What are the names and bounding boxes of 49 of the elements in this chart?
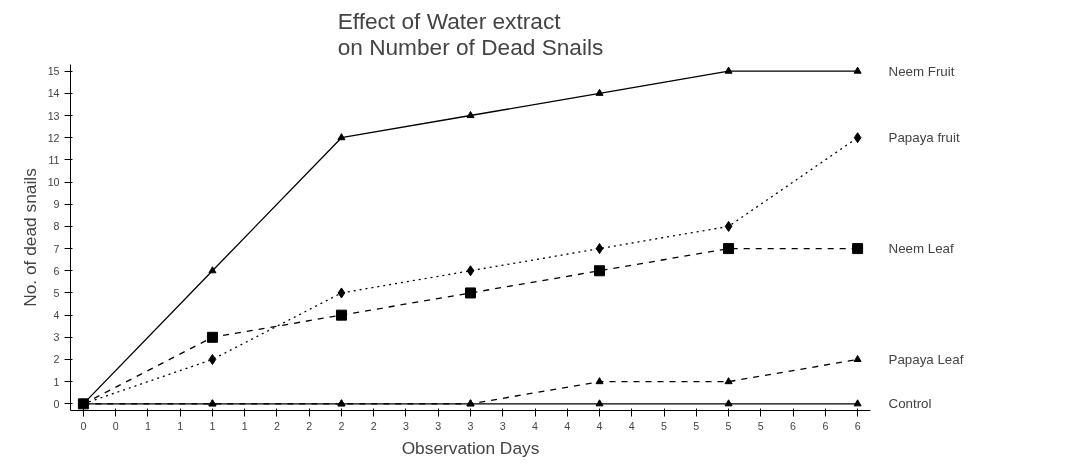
- x-tick-label: 5: [725, 419, 732, 432]
- x-tick-label: 2: [273, 419, 280, 432]
- x-tick-label: 2: [338, 419, 345, 432]
- x-tick-label: 4: [564, 419, 571, 432]
- y-tick-label: 15: [47, 65, 60, 78]
- x-tick-label: 2: [370, 419, 377, 432]
- x-tick-label: 3: [499, 419, 506, 432]
- x-tick-label: 4: [532, 419, 539, 432]
- y-tick-label: 4: [53, 309, 60, 322]
- x-tick-label: 4: [628, 419, 635, 432]
- x-tick-label: 1: [241, 419, 248, 432]
- legend-label: Control: [888, 396, 932, 412]
- x-tick-label: 0: [112, 419, 119, 432]
- text: Papaya Leaf: [888, 351, 964, 367]
- y-tick-label: 8: [53, 220, 60, 233]
- y-tick-label: 9: [53, 198, 60, 211]
- y-tick-label: 12: [47, 131, 60, 144]
- chart-title: Effect of Water extract on Number of Dead Snails: [337, 7, 604, 60]
- x-tick-label: 5: [661, 419, 668, 432]
- series-label: Neem Leaf: [888, 241, 954, 257]
- text: Neem Fruit: [888, 63, 955, 79]
- x-tick-label: 6: [854, 419, 861, 432]
- x-tick-label: 6: [822, 419, 829, 432]
- x-tick-label: 6: [790, 419, 797, 432]
- x-tick-label: 3: [403, 419, 410, 432]
- text: Papaya fruit: [888, 130, 960, 146]
- x-tick-label: 4: [596, 419, 603, 432]
- x-tick-label: 5: [693, 419, 700, 432]
- x-axis-title: Observation Days: [401, 437, 540, 458]
- y-tick-label: 14: [47, 87, 60, 100]
- x-tick-label: 1: [209, 419, 216, 432]
- x-tick-label: 0: [80, 419, 87, 432]
- y-tick-label: 5: [53, 286, 60, 299]
- y-tick-label: 10: [47, 176, 60, 189]
- x-tick-label: 1: [144, 419, 151, 432]
- y-tick-label: 13: [47, 109, 60, 122]
- x-tick-label: 2: [306, 419, 313, 432]
- y-tick-label: 1: [53, 375, 60, 388]
- y-axis-title: No. of dead snails: [19, 167, 40, 307]
- y-tick-label: 2: [53, 353, 60, 366]
- x-tick-label: 1: [177, 419, 184, 432]
- y-tick-label: 7: [53, 242, 60, 255]
- y-tick-label: 0: [53, 397, 60, 410]
- y-tick-label: 11: [48, 153, 60, 166]
- x-tick-label: 5: [757, 419, 764, 432]
- y-tick-label: 6: [53, 264, 60, 277]
- x-tick-label: 3: [467, 419, 474, 432]
- y-tick-label: 3: [53, 331, 60, 344]
- x-tick-label: 3: [435, 419, 442, 432]
